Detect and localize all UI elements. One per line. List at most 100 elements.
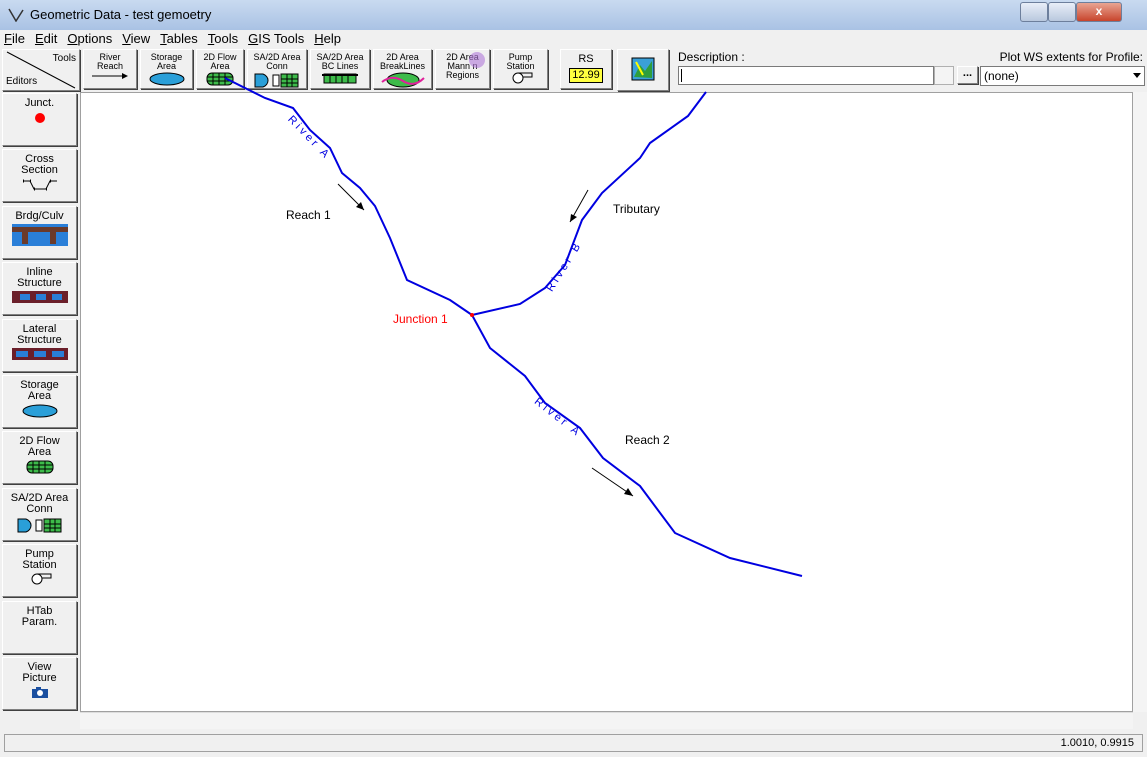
toolbar-button[interactable]: 2D Area Mann n Regions	[435, 49, 490, 89]
close-button[interactable]: x	[1076, 2, 1122, 22]
icon-part	[8, 8, 24, 22]
button-label: Conn	[266, 61, 288, 71]
button-label: Lateral	[22, 323, 57, 335]
editor-button[interactable]: Storage Area	[2, 375, 77, 428]
river-a-reach-2	[471, 314, 803, 577]
junction-label: Junction 1	[393, 312, 448, 326]
editor-button[interactable]: Pump Station	[2, 544, 77, 597]
button-label: BreakLines	[379, 61, 426, 71]
button-label: SA/2D Area	[10, 492, 69, 504]
icon-part	[272, 74, 280, 87]
description-spinner[interactable]	[934, 66, 954, 85]
toolbar-button[interactable]: SA/2D Area Conn	[247, 49, 307, 89]
button-label: Structure	[17, 334, 62, 346]
menu-item[interactable]: Help	[314, 31, 341, 46]
map-icon	[631, 57, 655, 81]
horizontal-scrollbar[interactable]	[80, 712, 1133, 729]
button-label: Picture	[22, 672, 57, 684]
menu-item[interactable]: Tables	[160, 31, 198, 46]
button-icon	[141, 72, 192, 88]
junction-node[interactable]	[470, 313, 474, 317]
description-browse-button[interactable]: ...	[957, 66, 978, 84]
button-label: Storage	[150, 52, 183, 62]
icon-part	[206, 72, 234, 86]
river-schematic: River A Reach 1 Tributary River B Juncti…	[224, 77, 803, 577]
editor-button[interactable]: View Picture	[2, 657, 77, 710]
menu-item[interactable]: GIS Tools	[248, 31, 305, 46]
menu-item[interactable]: Edit	[34, 31, 58, 46]
menu-item[interactable]: Tools	[207, 31, 239, 46]
toolbar-button[interactable]: RS 12.99	[560, 49, 612, 89]
menu-item[interactable]: Options	[67, 31, 113, 46]
river-a-reach-1	[224, 77, 473, 316]
icon-part	[280, 73, 299, 88]
button-label: Area	[156, 61, 176, 71]
button-icon	[311, 72, 369, 86]
icon-part	[51, 294, 62, 300]
button-icon	[84, 72, 136, 82]
toolbar-button[interactable]: 2D Area BreakLines	[373, 49, 432, 89]
title-bar: Geometric Data - test gemoetry x	[0, 0, 1147, 30]
editor-button[interactable]: HTab Param.	[2, 601, 77, 654]
minimize-button[interactable]	[1020, 2, 1048, 22]
geometry-canvas[interactable]: River A Reach 1 Tributary River B Juncti…	[80, 77, 1133, 712]
button-label: Junct.	[24, 97, 55, 109]
icon-part	[35, 519, 42, 532]
toolbar-button[interactable]: River Reach	[83, 49, 137, 89]
button-label: Mann n	[447, 61, 478, 71]
editor-button[interactable]: Junct.	[2, 93, 77, 146]
icon-part	[17, 518, 61, 533]
button-icon	[3, 178, 76, 195]
menu-item[interactable]: File	[4, 31, 25, 46]
toolbar-button[interactable]: SA/2D Area BC Lines	[310, 49, 370, 89]
icon-part	[1133, 73, 1141, 78]
icon-part	[49, 232, 56, 244]
description-input[interactable]	[678, 66, 934, 85]
icon-part	[22, 179, 57, 191]
editor-button[interactable]: Inline Structure	[2, 262, 77, 315]
vertical-scrollbar[interactable]	[1133, 92, 1147, 712]
icon-part	[11, 224, 68, 246]
icon-part	[635, 61, 644, 76]
reach-label: Reach 1	[286, 208, 331, 222]
toolbar-button[interactable]: Storage Area	[140, 49, 193, 89]
river-label: River B	[544, 239, 584, 294]
icon-part	[35, 294, 46, 300]
editor-button[interactable]: Lateral Structure	[2, 319, 77, 372]
editor-button[interactable]: Brdg/Culv	[2, 206, 77, 259]
window-title: Geometric Data - test gemoetry	[30, 7, 212, 22]
button-icon	[3, 111, 76, 128]
button-icon	[3, 348, 76, 363]
editor-button[interactable]: 2D Flow Area	[2, 431, 77, 484]
editor-button[interactable]: Cross Section	[2, 149, 77, 202]
button-label: 2D Flow	[19, 435, 60, 447]
menu-item[interactable]: View	[122, 31, 151, 46]
icon-part	[512, 72, 532, 84]
toolbar-button[interactable]: Pump Station	[493, 49, 548, 89]
icon-part	[11, 348, 68, 360]
profile-select[interactable]: (none)	[980, 66, 1145, 86]
icon-part	[22, 404, 57, 418]
reach-label: Tributary	[613, 202, 660, 216]
map-button[interactable]	[617, 49, 669, 91]
icon-part	[11, 291, 68, 303]
icon-part	[11, 227, 68, 232]
icon-part	[380, 76, 425, 85]
river-label: River A	[285, 113, 333, 162]
status-bar: 1.0010, 0.9915	[4, 734, 1143, 752]
icon-part	[31, 687, 48, 698]
button-icon	[3, 291, 76, 306]
plot-ws-label: Plot WS extents for Profile:	[999, 50, 1143, 64]
button-label: BC Lines	[321, 61, 359, 71]
toolbar-button[interactable]: 2D Flow Area	[196, 49, 244, 89]
editor-button[interactable]: SA/2D Area Conn	[2, 488, 77, 541]
corner-editors: Editors	[6, 76, 38, 87]
maximize-button[interactable]	[1048, 2, 1076, 22]
button-label: Storage	[20, 379, 59, 391]
icon-part	[34, 113, 45, 123]
icon-part	[15, 351, 28, 357]
button-icon	[248, 72, 306, 88]
flow-arrow	[569, 189, 589, 223]
river-label: River A	[532, 396, 584, 440]
icon-part	[624, 488, 633, 496]
